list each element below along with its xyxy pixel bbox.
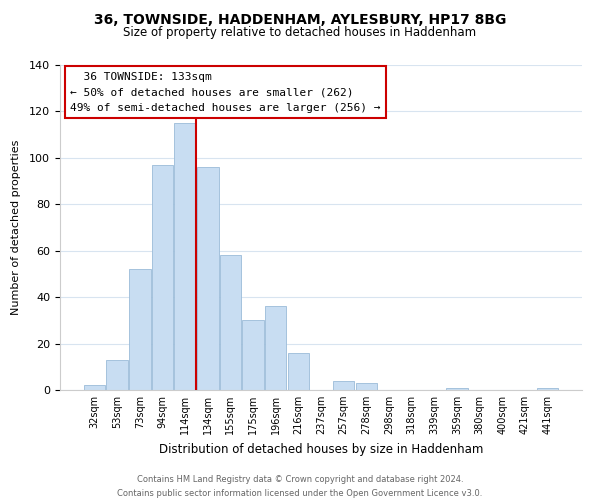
Text: Size of property relative to detached houses in Haddenham: Size of property relative to detached ho… [124, 26, 476, 39]
Bar [197, 167, 218, 390]
Bar [356, 383, 377, 390]
Bar [537, 388, 558, 390]
Bar [446, 388, 467, 390]
X-axis label: Distribution of detached houses by size in Haddenham: Distribution of detached houses by size … [159, 442, 483, 456]
Bar [175, 123, 196, 390]
Text: 36, TOWNSIDE, HADDENHAM, AYLESBURY, HP17 8BG: 36, TOWNSIDE, HADDENHAM, AYLESBURY, HP17… [94, 12, 506, 26]
Bar [84, 386, 105, 390]
Bar [333, 380, 355, 390]
Bar [152, 165, 173, 390]
Bar [129, 270, 151, 390]
Bar [106, 360, 128, 390]
Bar [265, 306, 286, 390]
Text: Contains HM Land Registry data © Crown copyright and database right 2024.
Contai: Contains HM Land Registry data © Crown c… [118, 476, 482, 498]
Bar [220, 256, 241, 390]
Y-axis label: Number of detached properties: Number of detached properties [11, 140, 21, 315]
Bar [242, 320, 264, 390]
Text: 36 TOWNSIDE: 133sqm
← 50% of detached houses are smaller (262)
49% of semi-detac: 36 TOWNSIDE: 133sqm ← 50% of detached ho… [70, 72, 381, 112]
Bar [287, 353, 309, 390]
